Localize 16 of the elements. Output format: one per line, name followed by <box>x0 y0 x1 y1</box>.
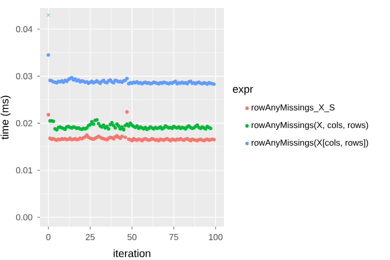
legend-label: rowAnyMissings(X, cols, rows) <box>252 122 368 130</box>
x-tick-label: 75 <box>169 234 178 240</box>
x-tick-label: 100 <box>209 234 223 240</box>
x-tick-label: 25 <box>86 234 95 240</box>
y-axis-title: time (ms) <box>0 96 11 140</box>
x-tick-label: 50 <box>128 234 136 240</box>
x-axis-title: iteration <box>114 249 150 258</box>
legend-label: rowAnyMissings(X[cols, rows]) <box>252 139 368 148</box>
y-tick-label: 0.03 <box>16 73 32 80</box>
legend-title: expr <box>232 87 254 95</box>
y-tick-label: 0.00 <box>16 214 32 220</box>
x-tick-label: 0 <box>46 234 50 240</box>
y-tick-label: 0.04 <box>16 26 32 32</box>
y-tick-label: 0.02 <box>16 120 32 126</box>
y-tick-label: 0.01 <box>16 167 32 174</box>
legend-label: rowAnyMissings_X_S <box>252 104 335 112</box>
